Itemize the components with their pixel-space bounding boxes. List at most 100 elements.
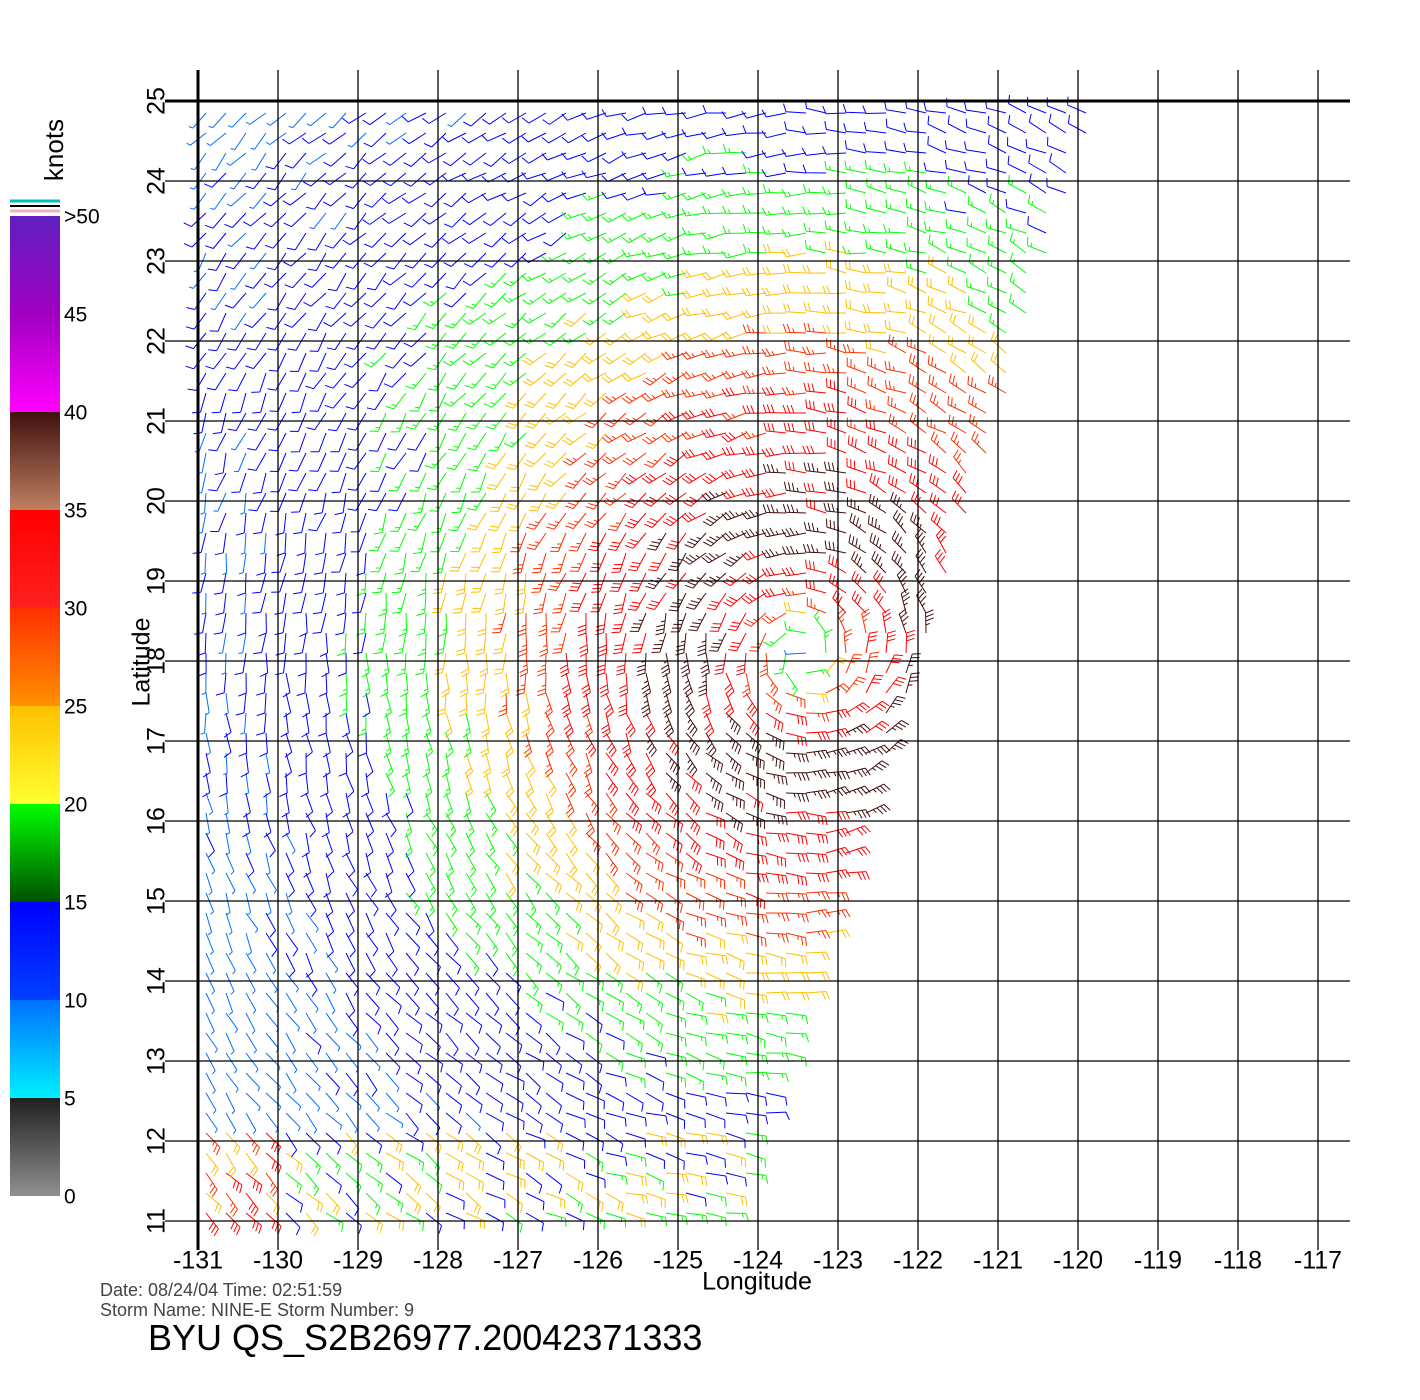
wind-barb xyxy=(301,132,327,144)
wind-barb xyxy=(598,632,608,657)
wind-barb xyxy=(372,572,387,594)
wind-barb xyxy=(885,719,910,734)
wind-barb xyxy=(865,803,891,815)
wind-barb xyxy=(445,1212,465,1230)
wind-barb xyxy=(805,852,829,863)
wind-barb xyxy=(685,1132,709,1145)
wind-barb xyxy=(398,612,408,637)
wind-barb xyxy=(401,192,427,204)
wind-barb xyxy=(785,952,808,965)
wind-barb xyxy=(761,488,787,498)
wind-barb xyxy=(843,628,853,654)
wind-barb xyxy=(275,632,287,656)
wind-barb xyxy=(463,112,487,127)
wind-barb xyxy=(742,204,767,214)
wind-barb xyxy=(288,112,307,129)
wind-barb xyxy=(581,252,607,264)
wind-barb xyxy=(581,352,607,365)
wind-barb xyxy=(445,932,459,957)
wind-barb xyxy=(721,469,747,480)
wind-barb xyxy=(194,612,207,635)
wind-barb xyxy=(632,632,647,654)
wind-barb xyxy=(822,363,847,374)
wind-barb xyxy=(425,312,447,330)
wind-barb xyxy=(458,692,468,717)
wind-barb xyxy=(224,212,247,229)
wind-barb xyxy=(544,312,567,328)
wind-barb xyxy=(385,1052,401,1076)
wind-barb xyxy=(805,872,830,883)
wind-barb xyxy=(861,608,871,634)
wind-barb xyxy=(284,272,307,289)
wind-barb xyxy=(365,1132,383,1154)
wind-barb xyxy=(864,160,887,174)
wind-barb xyxy=(541,192,567,203)
wind-barb xyxy=(785,772,810,781)
wind-barb xyxy=(681,512,707,523)
wind-barb xyxy=(745,1052,769,1065)
wind-barb xyxy=(445,1112,462,1135)
wind-barb xyxy=(505,812,519,837)
wind-barb xyxy=(265,752,271,776)
wind-barb xyxy=(401,132,427,145)
wind-barb xyxy=(305,1152,321,1175)
wind-barb xyxy=(782,545,807,555)
wind-barb xyxy=(745,852,768,865)
wind-barb xyxy=(802,206,827,215)
wind-barb xyxy=(403,152,427,167)
wind-barb xyxy=(489,492,507,512)
wind-barb xyxy=(683,492,707,507)
wind-barb xyxy=(523,452,547,468)
wind-barb xyxy=(565,392,587,410)
wind-barb xyxy=(685,812,701,836)
wind-barb xyxy=(685,892,705,911)
wind-barb xyxy=(500,672,510,698)
wind-barb xyxy=(345,1052,359,1073)
wind-barb xyxy=(343,312,367,327)
wind-barb xyxy=(685,1012,708,1025)
wind-barb xyxy=(602,352,627,365)
wind-barb xyxy=(581,372,607,383)
wind-barb xyxy=(545,1192,566,1209)
wind-barb xyxy=(645,1072,665,1091)
wind-barb xyxy=(725,992,746,1009)
wind-barb xyxy=(401,752,410,778)
wind-barb xyxy=(968,314,987,334)
wind-barb xyxy=(245,1132,260,1156)
wind-barb xyxy=(605,772,619,797)
wind-barb xyxy=(285,1172,303,1194)
wind-barb xyxy=(561,672,572,698)
wind-barb xyxy=(1007,136,1027,154)
wind-barb xyxy=(525,832,541,856)
wind-barb xyxy=(665,1072,687,1088)
wind-barb xyxy=(565,1072,585,1091)
wind-barb xyxy=(643,412,667,427)
wind-barb xyxy=(665,952,685,970)
wind-barb xyxy=(681,332,707,342)
wind-barb xyxy=(844,140,867,154)
wind-barb xyxy=(865,631,878,654)
wind-barb xyxy=(721,188,747,197)
wind-barb xyxy=(585,1152,604,1172)
wind-barb xyxy=(493,632,507,655)
wind-barb xyxy=(705,1172,729,1185)
colorbar-segment xyxy=(10,1000,60,1098)
wind-barb xyxy=(785,892,810,903)
wind-barb xyxy=(927,115,947,134)
wind-barb xyxy=(275,652,287,676)
wind-barb xyxy=(345,1012,359,1037)
wind-barb xyxy=(265,1152,282,1175)
wind-barb xyxy=(545,952,562,974)
wind-barb xyxy=(235,692,247,716)
wind-barb xyxy=(505,1092,524,1112)
wind-barb xyxy=(665,832,683,854)
wind-barb xyxy=(471,592,487,613)
wind-barb xyxy=(565,1112,586,1128)
wind-barb xyxy=(385,132,407,145)
wind-barb xyxy=(485,832,496,858)
wind-barb xyxy=(545,1092,562,1114)
wind-barb xyxy=(552,592,567,614)
wind-barb xyxy=(825,683,851,694)
wind-barb xyxy=(805,731,830,741)
wind-barb xyxy=(225,832,231,856)
